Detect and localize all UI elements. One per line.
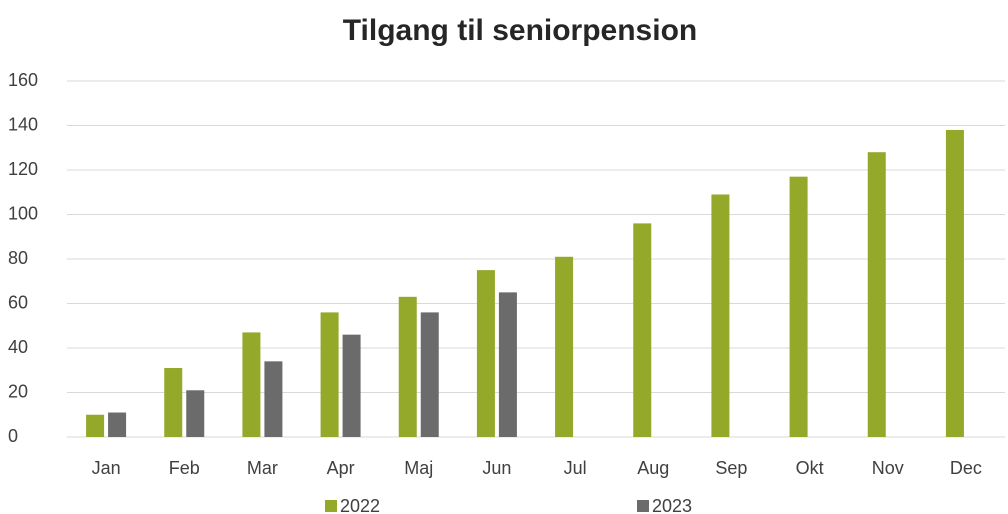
y-tick-label: 100	[8, 203, 38, 223]
bar	[555, 256, 574, 437]
bar	[711, 194, 730, 437]
bar	[242, 332, 261, 437]
legend-label: 2023	[652, 496, 692, 514]
y-tick-label: 140	[8, 114, 38, 134]
bar	[108, 412, 127, 437]
bar	[633, 223, 652, 437]
x-tick-label: Jan	[92, 458, 121, 478]
x-tick-label: Okt	[796, 458, 824, 478]
bar	[498, 292, 517, 437]
bar	[320, 312, 339, 437]
x-tick-label: Jul	[564, 458, 587, 478]
bar	[264, 361, 283, 437]
y-tick-label: 80	[8, 248, 28, 268]
bar	[476, 270, 495, 437]
y-tick-label: 160	[8, 70, 38, 90]
x-tick-label: Jun	[482, 458, 511, 478]
bar	[420, 312, 439, 437]
legend-label: 2022	[340, 496, 380, 514]
bar	[342, 334, 361, 437]
legend-swatch	[325, 500, 337, 512]
bar	[164, 368, 183, 437]
x-tick-label: Maj	[404, 458, 433, 478]
y-tick-label: 120	[8, 159, 38, 179]
x-tick-label: Apr	[327, 458, 355, 478]
x-tick-label: Feb	[169, 458, 200, 478]
x-tick-label: Sep	[715, 458, 747, 478]
x-tick-label: Aug	[637, 458, 669, 478]
chart-title: Tilgang til seniorpension	[343, 14, 697, 47]
bar	[186, 390, 205, 437]
x-tick-label: Nov	[872, 458, 904, 478]
y-tick-label: 0	[8, 426, 18, 446]
y-tick-label: 20	[8, 381, 28, 401]
x-tick-label: Mar	[247, 458, 278, 478]
bar	[398, 296, 417, 437]
legend-swatch	[637, 500, 649, 512]
x-tick-label: Dec	[950, 458, 982, 478]
bar	[86, 414, 105, 437]
bar	[945, 129, 964, 437]
y-tick-label: 40	[8, 337, 28, 357]
bar	[867, 152, 886, 437]
y-tick-label: 60	[8, 292, 28, 312]
bar	[789, 176, 808, 438]
